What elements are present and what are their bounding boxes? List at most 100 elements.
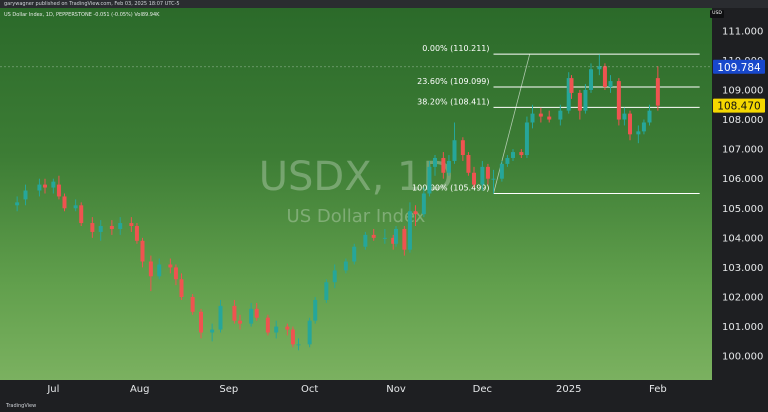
plot-layer: USDX, 1D US Dollar Index 0.00% (110.211) 23… bbox=[0, 44, 712, 351]
candle-body bbox=[558, 110, 563, 120]
candle-body bbox=[190, 297, 195, 312]
candle-body bbox=[343, 261, 348, 271]
candle-body bbox=[285, 326, 290, 330]
price-label-box bbox=[713, 98, 765, 113]
fib-level-label: 0.00% (110.211) bbox=[422, 44, 489, 53]
candle-body bbox=[296, 344, 301, 346]
candle-body bbox=[472, 172, 476, 185]
candle-body bbox=[616, 81, 621, 120]
price-label-text: 108.470 bbox=[717, 101, 760, 113]
candle-body bbox=[655, 78, 660, 106]
candle-body bbox=[608, 81, 613, 87]
candle-body bbox=[210, 329, 215, 333]
candle-body bbox=[511, 152, 515, 158]
candle-body bbox=[466, 155, 471, 173]
candle-body bbox=[402, 228, 407, 250]
x-tick-label: Nov bbox=[386, 384, 406, 395]
candle-body bbox=[622, 113, 627, 120]
candle-body bbox=[480, 166, 485, 185]
candle-body bbox=[597, 66, 602, 70]
candle-body bbox=[519, 152, 524, 156]
candle-body bbox=[589, 69, 593, 90]
candle-body bbox=[232, 305, 237, 321]
y-tick-label: 100.000 bbox=[722, 352, 763, 363]
candle-body bbox=[641, 122, 646, 132]
y-tick-label: 111.000 bbox=[722, 26, 763, 37]
candle-body bbox=[394, 228, 398, 244]
candle-body bbox=[352, 246, 357, 262]
y-tick-label: 103.000 bbox=[722, 263, 763, 274]
candle-body bbox=[79, 205, 84, 224]
candle-body bbox=[602, 66, 607, 87]
candle-body bbox=[446, 160, 451, 173]
candle-body bbox=[43, 184, 47, 188]
candle-body bbox=[51, 181, 56, 188]
candle-body bbox=[391, 237, 396, 244]
candle-body bbox=[157, 264, 162, 277]
candle-body bbox=[566, 78, 571, 111]
fib-level-label: 100.00% (105.499) bbox=[412, 184, 489, 193]
fib-level-label: 38.20% (108.411) bbox=[417, 97, 489, 106]
candle-body bbox=[530, 113, 535, 123]
candle-body bbox=[218, 305, 223, 330]
tradingview-logo[interactable]: TradingView bbox=[6, 403, 37, 409]
candle-body bbox=[583, 89, 588, 111]
publisher-bar: garywagner published on TradingView.com,… bbox=[0, 0, 768, 8]
footer-bar: TradingView bbox=[0, 400, 768, 412]
time-axis[interactable] bbox=[0, 380, 768, 400]
candle-body bbox=[441, 157, 446, 173]
candle-body bbox=[73, 205, 78, 209]
x-tick-label: Jul bbox=[46, 384, 59, 395]
candle-body bbox=[168, 264, 173, 268]
candle-body bbox=[148, 261, 153, 277]
fib-trend-line bbox=[493, 54, 531, 194]
candle-body bbox=[433, 157, 437, 167]
symbol-info: US Dollar Index, 1D, PEPPERSTONE -0.051 … bbox=[4, 12, 160, 18]
candle-body bbox=[249, 308, 254, 324]
candle-body bbox=[524, 122, 529, 156]
candle-body bbox=[371, 234, 376, 238]
candle-body bbox=[577, 92, 582, 111]
candle-body bbox=[413, 211, 418, 215]
y-tick-label: 107.000 bbox=[722, 145, 763, 156]
y-tick-label: 106.000 bbox=[722, 174, 763, 185]
candle-body bbox=[363, 234, 368, 247]
x-tick-label: Sep bbox=[219, 384, 238, 395]
x-tick-label: 2025 bbox=[556, 384, 581, 395]
candle-body bbox=[173, 267, 178, 280]
candle-body bbox=[129, 223, 134, 227]
publisher-text: garywagner published on TradingView.com,… bbox=[4, 1, 180, 7]
y-tick-label: 109.000 bbox=[722, 85, 763, 96]
candle-body bbox=[134, 226, 139, 241]
y-tick-label: 101.000 bbox=[722, 322, 763, 333]
candle-body bbox=[118, 223, 123, 229]
candle-body bbox=[15, 202, 20, 206]
y-tick-label: 102.000 bbox=[722, 293, 763, 304]
candle-body bbox=[274, 326, 279, 333]
watermark-name: US Dollar Index bbox=[287, 206, 426, 227]
candle-body bbox=[238, 320, 242, 324]
candle-body bbox=[382, 237, 387, 239]
price-label-text: 109.784 bbox=[717, 62, 761, 74]
candle-body bbox=[452, 140, 457, 161]
x-tick-label: Feb bbox=[649, 384, 667, 395]
candle-body bbox=[332, 270, 337, 283]
candle-body bbox=[109, 226, 114, 229]
candle-body bbox=[407, 211, 412, 250]
candle-body bbox=[199, 311, 203, 333]
candle-body bbox=[547, 116, 552, 120]
candle-body bbox=[491, 178, 496, 180]
candle-body bbox=[569, 78, 574, 93]
currency-tag[interactable]: USD bbox=[710, 10, 724, 18]
candle-body bbox=[140, 240, 145, 262]
candle-body bbox=[427, 166, 432, 194]
candle-body bbox=[90, 223, 95, 232]
fib-level-label: 23.60% (109.099) bbox=[417, 77, 489, 86]
candle-body bbox=[636, 131, 641, 135]
x-tick-label: Dec bbox=[473, 384, 492, 395]
candle-body bbox=[460, 140, 465, 156]
candle-body bbox=[179, 279, 184, 298]
candle-body bbox=[307, 320, 312, 345]
